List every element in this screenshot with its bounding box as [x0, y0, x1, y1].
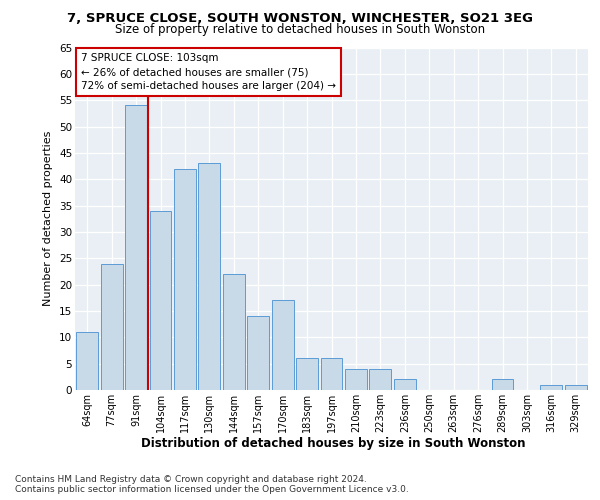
Bar — [345, 369, 367, 390]
Bar — [370, 369, 391, 390]
Bar — [76, 332, 98, 390]
Bar — [272, 300, 293, 390]
Y-axis label: Number of detached properties: Number of detached properties — [43, 131, 53, 306]
Bar — [296, 358, 318, 390]
Bar — [101, 264, 122, 390]
Bar — [199, 164, 220, 390]
Bar — [125, 106, 147, 390]
Text: Contains public sector information licensed under the Open Government Licence v3: Contains public sector information licen… — [15, 485, 409, 494]
Text: 7, SPRUCE CLOSE, SOUTH WONSTON, WINCHESTER, SO21 3EG: 7, SPRUCE CLOSE, SOUTH WONSTON, WINCHEST… — [67, 12, 533, 24]
Text: Distribution of detached houses by size in South Wonston: Distribution of detached houses by size … — [141, 438, 525, 450]
Bar — [541, 384, 562, 390]
Bar — [247, 316, 269, 390]
Text: Size of property relative to detached houses in South Wonston: Size of property relative to detached ho… — [115, 22, 485, 36]
Text: 7 SPRUCE CLOSE: 103sqm
← 26% of detached houses are smaller (75)
72% of semi-det: 7 SPRUCE CLOSE: 103sqm ← 26% of detached… — [81, 52, 336, 92]
Bar — [320, 358, 343, 390]
Bar — [394, 380, 416, 390]
Bar — [174, 168, 196, 390]
Bar — [149, 211, 172, 390]
Bar — [223, 274, 245, 390]
Text: Contains HM Land Registry data © Crown copyright and database right 2024.: Contains HM Land Registry data © Crown c… — [15, 475, 367, 484]
Bar — [565, 384, 587, 390]
Bar — [491, 380, 514, 390]
